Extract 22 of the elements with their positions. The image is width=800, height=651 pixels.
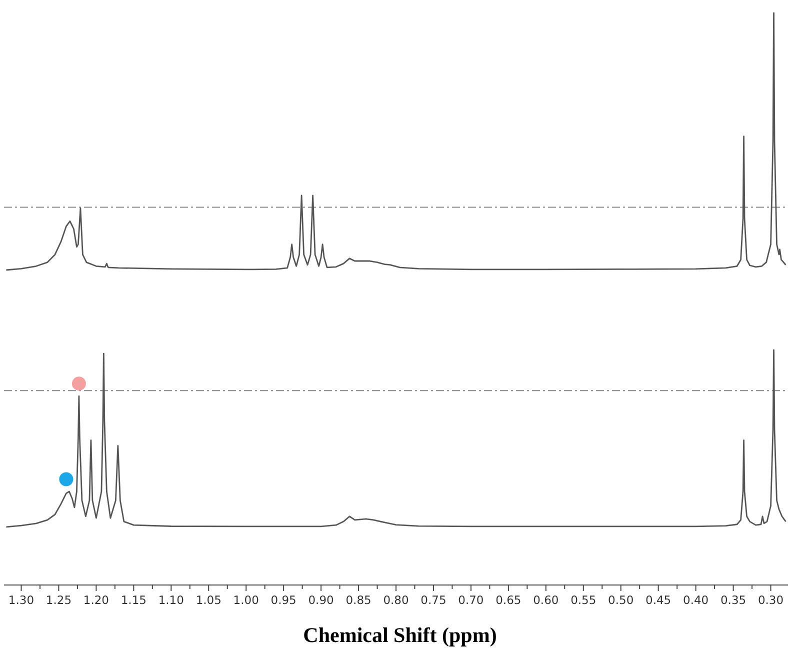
x-tick-label: 1.10: [158, 593, 184, 607]
x-tick-label: 0.35: [720, 593, 746, 607]
x-tick-label: 1.00: [233, 593, 259, 607]
x-tick-label: 1.20: [83, 593, 109, 607]
x-tick-label: 0.90: [308, 593, 334, 607]
x-tick-label: 0.95: [270, 593, 296, 607]
x-tick-label: 0.55: [570, 593, 596, 607]
x-tick-label: 1.30: [8, 593, 34, 607]
x-tick-label: 0.30: [758, 593, 784, 607]
x-tick-label: 0.85: [346, 593, 372, 607]
x-tick-label: 0.40: [683, 593, 709, 607]
x-tick-label: 0.60: [533, 593, 559, 607]
x-tick-label: 1.15: [120, 593, 146, 607]
x-tick-label: 0.75: [420, 593, 446, 607]
x-tick-label: 0.80: [383, 593, 409, 607]
x-tick-label: 1.25: [46, 593, 72, 607]
x-tick-label: 0.70: [458, 593, 484, 607]
x-tick-label: 1.05: [196, 593, 222, 607]
x-tick-label: 0.45: [646, 593, 672, 607]
x-tick-label: 0.50: [608, 593, 634, 607]
x-tick-label: 0.65: [496, 593, 522, 607]
x-axis-title: Chemical Shift (ppm): [303, 623, 497, 647]
